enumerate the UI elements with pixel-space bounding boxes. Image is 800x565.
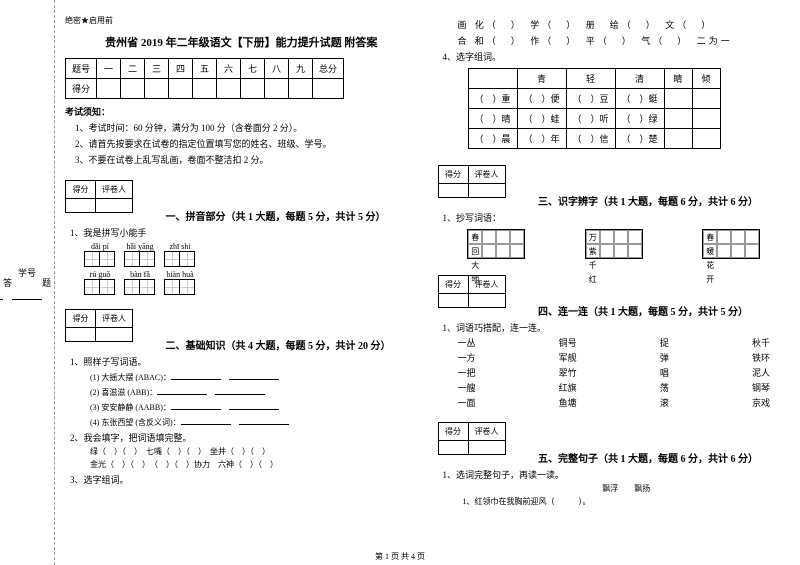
pinyin-3: zhī shi (165, 242, 195, 267)
page-footer: 第 1 页 共 4 页 (0, 551, 800, 562)
th: 七 (241, 59, 265, 79)
score-table: 题号 一 二 三 四 五 六 七 八 九 总分 得分 (65, 58, 344, 99)
th: 五 (193, 59, 217, 79)
th: 二 (121, 59, 145, 79)
q1-1: 1、我是拼写小能手 (70, 226, 418, 239)
lian-1: 一丛铜号捉秋千 (458, 336, 771, 349)
notice-1: 1、考试时间：60 分钟，满分为 100 分（含卷面分 2 分）。 (75, 121, 418, 134)
q4-1: 1、词语巧搭配，连一连。 (443, 321, 791, 334)
q5-1: 1、选词完整句子，再读一读。 (443, 468, 791, 481)
s2-i1: (1) 大摇大摆 (ABAC)： (90, 370, 418, 383)
notice-3: 3、不要在试卷上乱写乱画，卷面不整洁扣 2 分。 (75, 153, 418, 166)
secret-label: 绝密★启用前 (65, 15, 418, 26)
margin-ti: 题 (42, 276, 51, 289)
score-box-5: 得分评卷人 (438, 417, 506, 460)
char-table: 青轻清睛倾 （ ）重（ ）便（ ）豆（ ）蜓 （ ）晴（ ）蛙（ ）听（ ）绿 … (468, 68, 721, 149)
s2-line1: 绿（ ）（ ） 七嘴（ ）（ ） 坐井（ ）（ ） (90, 446, 418, 457)
main-content: 绝密★启用前 贵州省 2019 年二年级语文【下册】能力提升试题 附答案 题号 … (55, 0, 800, 565)
th: 八 (265, 59, 289, 79)
pinyin-6: biàn huà (165, 270, 195, 295)
notice-2: 2、请首先按要求在试卷的指定位置填写您的姓名、班级、学号。 (75, 137, 418, 150)
left-column: 绝密★启用前 贵州省 2019 年二年级语文【下册】能力提升试题 附答案 题号 … (65, 15, 418, 560)
lian-3: 一把翠竹唱泥人 (458, 366, 771, 379)
th: 四 (169, 59, 193, 79)
section-5-title: 五、完整句子（共 1 大题，每题 6 分，共计 6 分） (538, 454, 758, 465)
th: 一 (97, 59, 121, 79)
s2-i3: (3) 安安静静 (AABB)： (90, 400, 418, 413)
score-box-2: 得分评卷人 (65, 304, 133, 347)
s2-line2: 金光（ ）（ ） （ ）（ ）协力 六神（ ）（ ） (90, 459, 418, 470)
q2-3: 3、选字组词。 (70, 473, 418, 486)
word-3: 春暖花开 (697, 227, 765, 261)
section-4-title: 四、连一连（共 1 大题，每题 5 分，共计 5 分） (538, 307, 748, 318)
notice-title: 考试须知： (65, 105, 418, 118)
pinyin-1: dǎi pí (85, 242, 115, 267)
q2-4: 4、选字组词。 (443, 50, 791, 63)
score-box-1: 得分评卷人 (65, 175, 133, 218)
binding-margin: 题 学号 答 姓名 班级 内 学校 线 封 乡镇(街道) (0, 0, 55, 565)
td: 得分 (66, 79, 97, 99)
s5-line: 1、红领巾在我胸前迎风（ ）。 (463, 496, 791, 507)
lian-5: 一面鱼塘滚京戏 (458, 396, 771, 409)
th: 六 (217, 59, 241, 79)
th: 三 (145, 59, 169, 79)
q2-2: 2、我会填字，把词语填完整。 (70, 431, 418, 444)
q3-1: 1、抄写词语： (443, 211, 791, 224)
margin-xingming: 姓名 (0, 266, 3, 300)
s2-i4: (4) 东张西望 (含反义词)： (90, 415, 418, 428)
th: 九 (289, 59, 313, 79)
lian-4: 一艘红旗荡钢琴 (458, 381, 771, 394)
score-box-4: 得分评卷人 (438, 270, 506, 313)
margin-xuehao: 学号 (12, 266, 42, 300)
q2-1: 1、照样子写词语。 (70, 355, 418, 368)
chars-1: 画 化（ ） 学（ ） 册 绘（ ） 文（ ） (458, 18, 791, 31)
th: 题号 (66, 59, 97, 79)
pinyin-2: hǎi yāng (125, 242, 155, 267)
s2-i2: (2) 喜滋滋 (ABB)： (90, 385, 418, 398)
right-column: 画 化（ ） 学（ ） 册 绘（ ） 文（ ） 合 和（ ） 作（ ） 平（ ）… (438, 15, 791, 560)
section-3-title: 三、识字辨字（共 1 大题，每题 6 分，共计 6 分） (538, 197, 758, 208)
score-box-3: 得分评卷人 (438, 160, 506, 203)
margin-da: 答 (3, 276, 12, 289)
section-2-title: 二、基础知识（共 4 大题，每题 5 分，共计 20 分） (166, 341, 391, 352)
chars-2: 合 和（ ） 作（ ） 平（ ） 气（ ） 二为一 (458, 34, 791, 47)
s5-words: 飘浮 飘扬 (463, 483, 791, 494)
word-1: 春回大地 (462, 227, 530, 261)
lian-2: 一方军舰弹铁环 (458, 351, 771, 364)
th: 总分 (313, 59, 344, 79)
pinyin-5: bàn fǎ (125, 270, 155, 295)
pinyin-4: rú guǒ (85, 270, 115, 295)
section-1-title: 一、拼音部分（共 1 大题，每题 5 分，共计 5 分） (166, 212, 386, 223)
exam-title: 贵州省 2019 年二年级语文【下册】能力提升试题 附答案 (65, 34, 418, 50)
word-2: 万紫千红 (580, 227, 648, 261)
